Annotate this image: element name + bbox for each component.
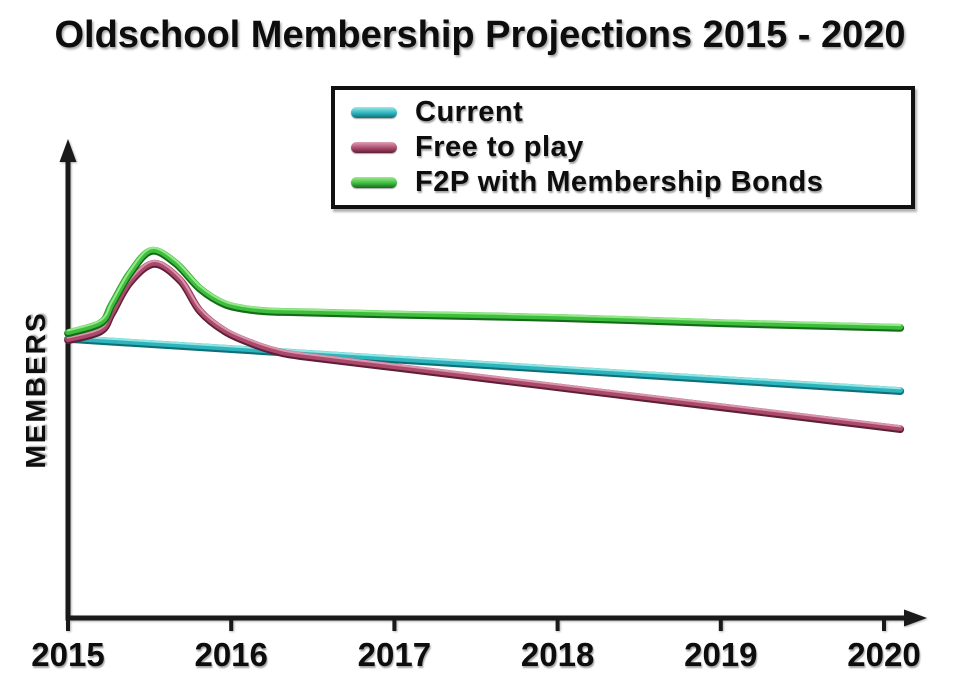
x-axis-ticks	[66, 618, 886, 631]
legend-item-free-to-play: Free to play	[351, 133, 911, 162]
axes	[59, 139, 927, 631]
legend-label: F2P with Membership Bonds	[415, 166, 824, 198]
page-title: Oldschool Membership Projections 2015 - …	[54, 14, 906, 56]
f2p-bonds-line-swatch-icon	[351, 177, 397, 188]
current-line-swatch-icon	[351, 107, 397, 118]
x-tick-label-2020: 2020	[847, 636, 921, 673]
legend: Current Free to play F2P with Membership…	[331, 86, 915, 209]
series-line-current	[64, 334, 905, 396]
legend-item-f2p-bonds: F2P with Membership Bonds	[351, 168, 911, 197]
x-tick-label-2016: 2016	[194, 636, 268, 673]
y-axis-label: MEMBERS	[20, 311, 51, 469]
y-axis-arrowhead-icon	[59, 139, 77, 162]
x-tick-label-2019: 2019	[684, 636, 758, 673]
legend-label: Free to play	[415, 131, 584, 163]
x-tick-label-2017: 2017	[357, 636, 432, 673]
legend-item-current: Current	[351, 98, 911, 127]
free-to-play-line-swatch-icon	[351, 142, 397, 153]
x-axis-arrowhead-icon	[904, 609, 927, 627]
plot-lines	[64, 246, 905, 434]
series-line-f2p-with-membership-bonds	[64, 246, 905, 338]
x-tick-label-2018: 2018	[520, 636, 595, 673]
legend-label: Current	[415, 96, 524, 128]
x-tick-label-2015: 2015	[31, 636, 105, 673]
